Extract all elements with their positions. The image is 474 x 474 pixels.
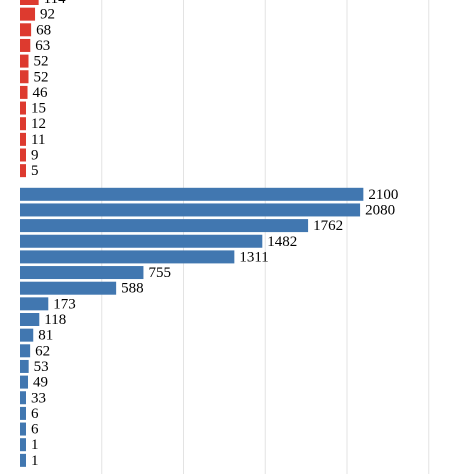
bar-series-1-10	[20, 132, 26, 146]
bar-value-label: 52	[34, 54, 49, 70]
bar-value-label: 63	[35, 38, 50, 54]
bar-value-label: 173	[53, 296, 76, 312]
bar-value-label: 1482	[267, 234, 297, 250]
bars	[20, 0, 364, 467]
bar-value-label: 92	[40, 7, 55, 23]
bar-series-1-1	[20, 0, 39, 5]
bar-series-2-3	[20, 219, 309, 233]
data-labels: 1149268635252461512119521002080176214821…	[31, 0, 398, 469]
bar-series-2-9	[20, 313, 40, 326]
bar-value-label: 68	[36, 22, 51, 38]
bar-value-label: 2080	[365, 202, 395, 218]
bar-value-label: 11	[31, 132, 45, 148]
bar-value-label: 12	[31, 116, 46, 132]
bar-value-label: 15	[31, 101, 46, 117]
bar-series-2-10	[20, 328, 34, 342]
bar-series-2-7	[20, 281, 117, 295]
bar-series-2-11	[20, 344, 31, 358]
bar-series-1-11	[20, 148, 26, 162]
bar-value-label: 114	[44, 0, 66, 7]
bar-series-1-4	[20, 38, 31, 52]
bar-value-label: 62	[35, 343, 50, 359]
bar-value-label: 9	[31, 148, 39, 164]
bar-series-1-7	[20, 85, 28, 99]
bar-value-label: 53	[34, 359, 49, 375]
bar-value-label: 755	[148, 265, 171, 281]
bar-series-2-2	[20, 203, 361, 217]
bar-value-label: 1762	[313, 218, 343, 234]
bar-series-1-6	[20, 70, 29, 84]
bar-series-2-4	[20, 234, 263, 248]
bar-series-1-3	[20, 23, 32, 37]
bar-series-1-12	[20, 164, 26, 178]
bar-series-1-8	[20, 101, 26, 115]
bar-value-label: 46	[33, 85, 49, 101]
bar-series-2-6	[20, 266, 144, 280]
bar-value-label: 1	[31, 437, 39, 453]
bar-series-1-5	[20, 54, 29, 68]
bar-series-2-12	[20, 359, 29, 373]
bar-series-2-1	[20, 187, 364, 201]
bar-value-label: 588	[121, 281, 144, 297]
bar-value-label: 6	[31, 422, 39, 438]
bar-value-label: 1	[31, 453, 39, 469]
bar-series-2-17	[20, 438, 26, 452]
bar-value-label: 2100	[368, 187, 398, 203]
bar-value-label: 33	[31, 390, 46, 406]
bar-value-label: 118	[44, 312, 66, 328]
bar-series-1-9	[20, 117, 26, 131]
bar-series-2-8	[20, 297, 49, 311]
bar-value-label: 81	[38, 328, 53, 344]
bar-series-2-14	[20, 391, 26, 405]
bar-series-2-16	[20, 422, 26, 436]
bar-value-label: 1311	[239, 249, 268, 265]
bar-series-2-13	[20, 375, 29, 389]
bar-series-2-15	[20, 406, 26, 420]
bar-series-2-18	[20, 453, 26, 467]
gridlines	[101, 0, 430, 474]
bar-value-label: 52	[34, 69, 49, 85]
bar-value-label: 6	[31, 406, 39, 422]
bar-series-2-5	[20, 250, 235, 264]
bar-value-label: 49	[33, 375, 48, 391]
bar-value-label: 5	[31, 163, 39, 179]
bar-series-1-2	[20, 7, 36, 21]
